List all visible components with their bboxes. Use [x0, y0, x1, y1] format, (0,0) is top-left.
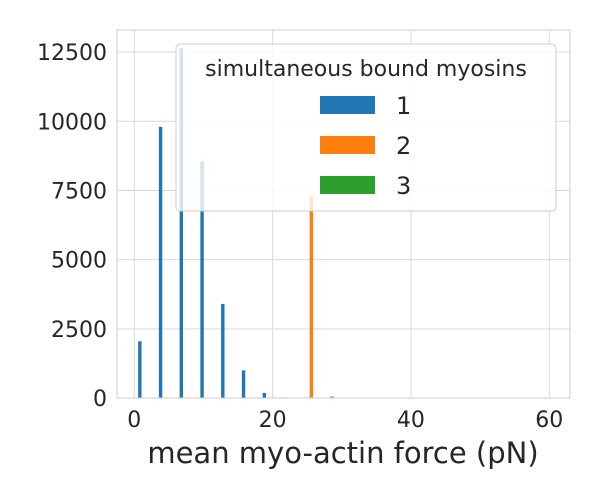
bar-series-1 [158, 126, 163, 398]
y-tick-label: 12500 [37, 41, 107, 66]
bar-series-1 [241, 370, 246, 398]
tick-labels: 0 2500 5000 7500 10000 12500 0 20 40 60 [37, 41, 563, 433]
y-tick-label: 10000 [37, 110, 107, 135]
y-tick-label: 2500 [51, 318, 107, 343]
plot-frame [116, 29, 571, 399]
y-tick-label: 7500 [51, 179, 107, 204]
legend-label-2: 2 [396, 132, 411, 160]
bar-series-1 [221, 303, 225, 398]
bar-series-2 [330, 396, 334, 398]
legend-swatch-1 [320, 96, 375, 114]
legend-entries: 1 2 3 [320, 92, 411, 200]
bar-series-1 [179, 47, 184, 399]
x-tick-label: 40 [397, 408, 425, 433]
x-axis-label: mean myo-actin force (pN) [147, 436, 538, 470]
bar-series-1 [200, 161, 204, 398]
legend-swatch-2 [320, 136, 375, 154]
legend-label-1: 1 [396, 92, 411, 120]
legend-label-3: 3 [396, 172, 411, 200]
x-tick-label: 0 [127, 408, 141, 433]
legend-box [175, 43, 557, 212]
legend-swatch-3 [320, 176, 375, 194]
bar-series-2 [309, 196, 314, 398]
y-tick-label: 5000 [51, 249, 107, 274]
x-tick-label: 20 [259, 408, 287, 433]
legend: simultaneous bound myosins 1 2 3 [175, 43, 557, 212]
bar-series-1 [262, 393, 267, 398]
bar-series-1 [138, 341, 142, 398]
y-tick-label: 0 [93, 387, 107, 412]
x-tick-label: 60 [535, 408, 563, 433]
legend-title: simultaneous bound myosins [205, 57, 527, 82]
